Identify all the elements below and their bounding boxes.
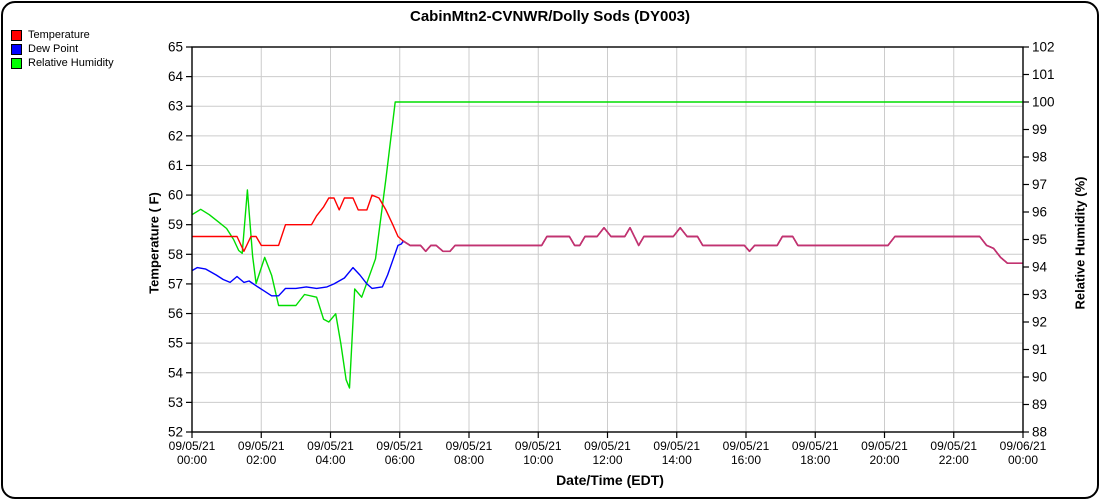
x-tick-label-time: 14:00 bbox=[662, 453, 692, 467]
x-tick-label-date: 09/05/21 bbox=[723, 439, 770, 453]
y-right-tick-label: 102 bbox=[1032, 40, 1055, 55]
y-left-tick-label: 60 bbox=[168, 188, 183, 203]
x-tick-label-time: 20:00 bbox=[869, 453, 899, 467]
y-left-tick-label: 65 bbox=[168, 40, 183, 55]
series-temp-dew-merged bbox=[402, 226, 1023, 265]
y-right-tick-label: 89 bbox=[1032, 397, 1047, 412]
y-left-tick-label: 56 bbox=[168, 306, 183, 321]
legend-item-relative-humidity: Relative Humidity bbox=[11, 58, 114, 69]
x-tick-label-time: 00:00 bbox=[1008, 453, 1038, 467]
x-tick-label-time: 16:00 bbox=[731, 453, 761, 467]
y-left-tick-label: 55 bbox=[168, 336, 183, 351]
x-tick-label-time: 18:00 bbox=[800, 453, 830, 467]
x-tick-label-time: 02:00 bbox=[246, 453, 276, 467]
x-tick-label-time: 08:00 bbox=[454, 453, 484, 467]
x-axis-title: Date/Time (EDT) bbox=[556, 472, 664, 488]
legend-item-temperature: Temperature bbox=[11, 30, 114, 41]
legend-label: Dew Point bbox=[28, 43, 79, 55]
legend-item-dew-point: Dew Point bbox=[11, 44, 114, 55]
y-left-tick-label: 57 bbox=[168, 276, 183, 291]
y-right-tick-label: 98 bbox=[1032, 150, 1047, 165]
x-tick-label-time: 12:00 bbox=[592, 453, 622, 467]
y-left-tick-label: 54 bbox=[168, 365, 184, 380]
y-left-tick-label: 63 bbox=[168, 99, 183, 114]
chart-title: CabinMtn2-CVNWR/Dolly Sods (DY003) bbox=[409, 8, 691, 25]
x-tick-label-date: 09/05/21 bbox=[584, 439, 631, 453]
x-tick-label-date: 09/05/21 bbox=[376, 439, 423, 453]
legend: Temperature Dew Point Relative Humidity bbox=[11, 30, 114, 72]
y-right-tick-label: 92 bbox=[1032, 315, 1047, 330]
y-right-tick-label: 94 bbox=[1032, 260, 1048, 275]
y-right-tick-label: 88 bbox=[1032, 425, 1047, 440]
x-tick-label-date: 09/06/21 bbox=[1000, 439, 1047, 453]
y-left-tick-label: 53 bbox=[168, 395, 183, 410]
x-tick-label-time: 22:00 bbox=[939, 453, 969, 467]
y-right-tick-label: 99 bbox=[1032, 122, 1047, 137]
y-left-tick-label: 62 bbox=[168, 128, 183, 143]
temperature-swatch-icon bbox=[11, 30, 22, 41]
x-tick-label-date: 09/05/21 bbox=[653, 439, 700, 453]
y-left-tick-label: 52 bbox=[168, 425, 183, 440]
relative-humidity-swatch-icon bbox=[11, 58, 22, 69]
x-tick-label-date: 09/05/21 bbox=[861, 439, 908, 453]
y-left-tick-label: 64 bbox=[168, 69, 184, 84]
x-tick-label-time: 10:00 bbox=[523, 453, 553, 467]
x-tick-label-date: 09/05/21 bbox=[307, 439, 354, 453]
x-tick-label-time: 06:00 bbox=[385, 453, 415, 467]
y-right-tick-label: 91 bbox=[1032, 342, 1047, 357]
legend-label: Relative Humidity bbox=[28, 57, 114, 69]
y-right-tick-label: 97 bbox=[1032, 177, 1047, 192]
y-right-tick-label: 90 bbox=[1032, 370, 1047, 385]
x-tick-label-time: 00:00 bbox=[177, 453, 207, 467]
x-tick-label-date: 09/05/21 bbox=[169, 439, 216, 453]
x-tick-label-time: 04:00 bbox=[315, 453, 345, 467]
x-tick-label-date: 09/05/21 bbox=[446, 439, 493, 453]
x-tick-label-date: 09/05/21 bbox=[930, 439, 977, 453]
y-right-tick-label: 93 bbox=[1032, 287, 1047, 302]
y-right-tick-label: 96 bbox=[1032, 205, 1047, 220]
x-tick-label-date: 09/05/21 bbox=[792, 439, 839, 453]
x-tick-label-date: 09/05/21 bbox=[515, 439, 562, 453]
y-left-tick-label: 59 bbox=[168, 217, 183, 232]
legend-label: Temperature bbox=[28, 29, 90, 41]
y-left-tick-label: 61 bbox=[168, 158, 183, 173]
y-left-tick-label: 58 bbox=[168, 247, 183, 262]
y-right-tick-label: 101 bbox=[1032, 67, 1055, 82]
y-right-tick-label: 95 bbox=[1032, 232, 1047, 247]
dew-point-swatch-icon bbox=[11, 44, 22, 55]
y-right-tick-label: 100 bbox=[1032, 95, 1055, 110]
x-tick-label-date: 09/05/21 bbox=[238, 439, 285, 453]
